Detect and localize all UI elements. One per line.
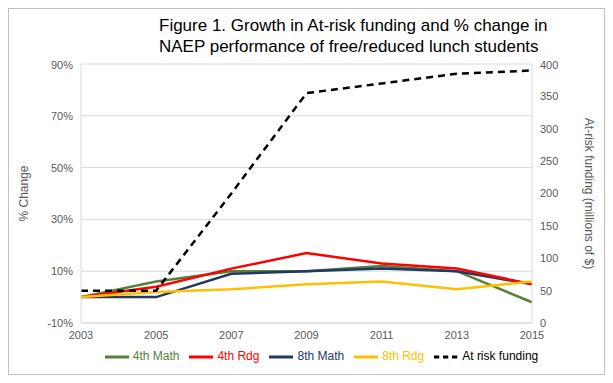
html-text:8th Rdg: 8th Rdg [382, 349, 425, 364]
svg-text:10%: 10% [51, 265, 73, 277]
html-text:4th Math: 4th Math [132, 349, 180, 364]
html-text:Figure 1. Growth in At-risk fu: Figure 1. Growth in At-risk funding and … [159, 16, 548, 56]
svg-text:2015: 2015 [520, 329, 544, 341]
svg-text:50: 50 [540, 285, 552, 297]
svg-text:150: 150 [540, 220, 558, 232]
svg-text:2003: 2003 [69, 329, 93, 341]
html-text:8th Math: 8th Math [297, 349, 345, 364]
svg-text:300: 300 [540, 123, 558, 135]
svg-text:350: 350 [540, 90, 558, 102]
svg-text:400: 400 [540, 59, 558, 71]
svg-text:-10%: -10% [47, 317, 73, 329]
svg-text:2007: 2007 [219, 329, 243, 341]
svg-text:70%: 70% [51, 110, 73, 122]
svg-text:2009: 2009 [294, 329, 318, 341]
svg-text:2005: 2005 [144, 329, 168, 341]
html-text:4th Rdg: 4th Rdg [217, 349, 260, 364]
svg-text:250: 250 [540, 155, 558, 167]
svg-text:2013: 2013 [445, 329, 469, 341]
svg-text:30%: 30% [51, 213, 73, 225]
svg-text:0: 0 [540, 317, 546, 329]
svg-text:90%: 90% [51, 59, 73, 71]
svg-text:At-risk funding (millions of $: At-risk funding (millions of $) [582, 118, 596, 269]
svg-text:200: 200 [540, 187, 558, 199]
svg-text:100: 100 [540, 252, 558, 264]
svg-text:2011: 2011 [370, 329, 394, 341]
svg-text:50%: 50% [51, 162, 73, 174]
html-text:At risk funding: At risk funding [462, 349, 539, 364]
svg-text:% Change: % Change [17, 165, 31, 221]
